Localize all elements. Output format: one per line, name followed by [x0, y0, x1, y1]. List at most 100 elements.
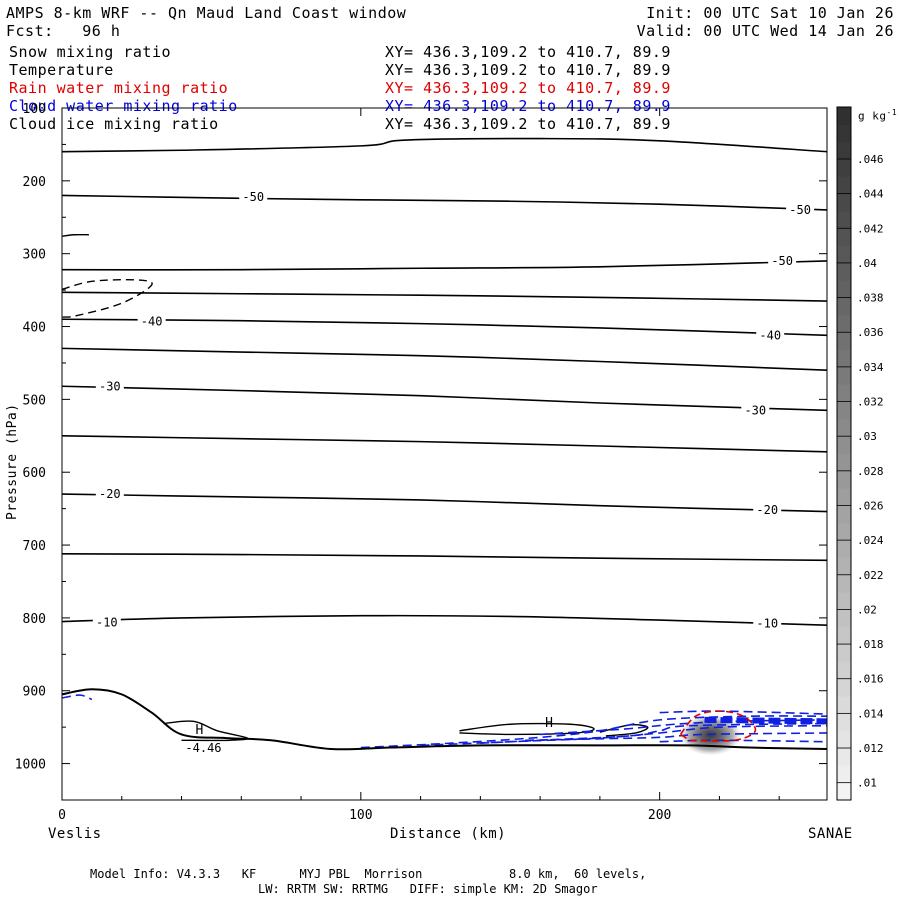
field-xy-rain: XY= 436.3,109.2 to 410.7, 89.9: [385, 79, 671, 97]
colorbar-swatch: [837, 540, 851, 558]
x-endpoint-right: SANAE: [808, 826, 853, 842]
rain-water-contour: [679, 710, 757, 742]
temperature-contour-label: -20: [99, 487, 121, 501]
model-info-line1: Model Info: V4.3.3 KF MYJ PBL Morrison 8…: [90, 867, 647, 881]
colorbar-tick-label: .028: [857, 465, 884, 478]
colorbar-swatch: [837, 141, 851, 160]
colorbar-tick-label: .042: [857, 222, 884, 235]
field-name-cloud-ice: Cloud ice mixing ratio: [9, 115, 219, 133]
colorbar-tick-label: .036: [857, 326, 884, 339]
valid-time: Valid: 00 UTC Wed 14 Jan 26: [636, 22, 894, 40]
high-marker: H: [545, 716, 553, 731]
colorbar-tick-label: .046: [857, 153, 884, 166]
colorbar-swatch: [837, 436, 851, 454]
colorbar-swatch: [837, 626, 851, 645]
colorbar-tick-label: .012: [857, 742, 884, 755]
temperature-contour-label: -10: [756, 617, 778, 631]
field-xy-cloud-water: XY= 436.3,109.2 to 410.7, 89.9: [385, 97, 671, 115]
contour-labels: -50 -50 -50 -40 -40 -30 -30 -20 -20 -10 -10 H -4.46 H: [92, 188, 815, 755]
colorbar-swatch: [837, 557, 851, 576]
field-name-rain: Rain water mixing ratio: [9, 79, 229, 97]
colorbar-tick-label: .022: [857, 569, 884, 582]
colorbar-swatch: [837, 280, 851, 299]
temperature-contour-label: -50: [771, 254, 793, 268]
cloud-ice-contour: [163, 720, 249, 742]
colorbar-swatch: [837, 661, 851, 680]
temperature-contour: [62, 614, 827, 626]
colorbar-swatch: [837, 592, 851, 610]
y-tick-label: 300: [23, 248, 46, 263]
field-xy-snow: XY= 436.3,109.2 to 410.7, 89.9: [385, 43, 671, 61]
colorbar-tick-label: .024: [857, 534, 884, 547]
colorbar-tick-label: .01: [857, 777, 877, 790]
cloud-ice-contour: [62, 233, 89, 237]
colorbar-swatch: [837, 574, 851, 593]
temperature-contour: [62, 385, 827, 412]
colorbar-swatch: [837, 401, 851, 420]
colorbar-swatch: [837, 488, 851, 506]
colorbar-tick-label: .02: [857, 603, 877, 616]
contour-label-bg: [756, 327, 785, 342]
rain-water-contours: [679, 710, 757, 742]
temperature-contour: [62, 318, 827, 337]
cloud-water-contour: [480, 722, 827, 744]
x-tick-label: 0: [58, 808, 66, 823]
y-tick-label: 700: [23, 539, 46, 554]
field-name-temperature: Temperature: [9, 61, 114, 79]
colorbar-tick-label: .026: [857, 499, 884, 512]
colorbar-swatch: [837, 107, 851, 125]
cloud-ice-contours: [62, 233, 649, 742]
contour-label-bg: [137, 313, 166, 328]
colorbar-tick-label: .014: [857, 707, 884, 720]
colorbar-swatch: [837, 609, 851, 628]
y-axis-label: Pressure (hPa): [5, 403, 20, 520]
temperature-contour-label: -40: [141, 314, 163, 328]
cloud-ice-contour: [459, 722, 595, 736]
high-marker: H: [196, 723, 204, 738]
colorbar-swatch: [837, 713, 851, 732]
colorbar-swatch: [837, 158, 851, 177]
temperature-contour: [62, 493, 827, 513]
colorbar-swatch: [837, 418, 851, 437]
model-info-line2: LW: RRTM SW: RRTMG DIFF: simple KM: 2D S…: [258, 882, 598, 896]
temperature-contour: [62, 434, 827, 453]
contour-label-bg: [95, 486, 124, 501]
y-tick-label: 100: [23, 102, 46, 117]
x-tick-label: 200: [648, 808, 671, 823]
colorbar-swatch: [837, 297, 851, 316]
contour-label-bg: [786, 201, 815, 216]
temperature-contour-label: -10: [96, 615, 118, 629]
colorbar-swatch: [837, 176, 851, 195]
field-xy-temperature: XY= 436.3,109.2 to 410.7, 89.9: [385, 61, 671, 79]
colorbar-swatch: [837, 384, 851, 403]
colorbar-swatch: [837, 262, 851, 281]
forecast-hour: Fcst: 96 h: [6, 22, 121, 40]
colorbar-swatch: [837, 644, 851, 662]
temperature-contour-label: -50: [789, 203, 811, 217]
colorbar-swatch: [837, 470, 851, 489]
colorbar-swatch: [837, 522, 851, 541]
terrain-line: [62, 688, 827, 751]
colorbar-swatch: [837, 228, 851, 247]
chart-title: AMPS 8-km WRF -- Qn Maud Land Coast wind…: [6, 4, 407, 22]
colorbar-swatch: [837, 210, 851, 229]
colorbar-swatch: [837, 245, 851, 264]
colorbar-swatch: [837, 678, 851, 697]
contour-label-bg: [753, 615, 782, 630]
temperature-contour: [62, 347, 827, 372]
colorbar-tick-label: .034: [857, 361, 884, 374]
init-time: Init: 00 UTC Sat 10 Jan 26: [646, 4, 894, 22]
cloud-water-contours: [62, 694, 827, 749]
colorbar-swatch: [837, 748, 851, 766]
cloud-water-contour: [659, 710, 827, 715]
colorbar-swatch: [837, 349, 851, 368]
colorbar-tick-label: .032: [857, 396, 884, 409]
y-tick-label: 600: [23, 466, 46, 481]
colorbar-tick-label: .016: [857, 673, 884, 686]
y-tick-label: 800: [23, 612, 46, 627]
y-tick-label: 200: [23, 175, 46, 190]
axes: 100 200 300 400 500 600 700 800 900 1000 0 100 200: [15, 102, 827, 823]
terrain-surface: [62, 688, 827, 751]
colorbar-tick-label: .018: [857, 638, 884, 651]
cloud-water-contour: [62, 694, 93, 701]
